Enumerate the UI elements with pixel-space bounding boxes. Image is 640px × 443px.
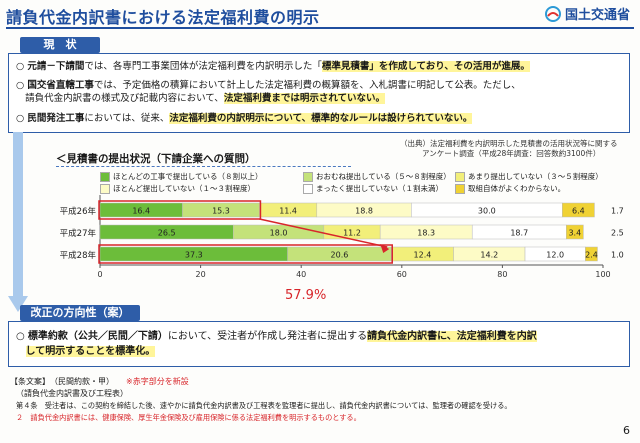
legend-swatch bbox=[303, 171, 313, 182]
data-label: 12.4 bbox=[414, 251, 432, 260]
legend-item-1: ほとんどの工事で提出している（８割以上） bbox=[100, 171, 263, 182]
legend-swatch bbox=[455, 183, 465, 194]
footer-line-1: 【条文案】 （民間約款・甲） ※赤字部分を新設 bbox=[10, 377, 189, 386]
legend-swatch bbox=[100, 183, 110, 194]
status-bullet-1: ○ 元請－下請間では、各専門工事業団体が法定福利費を内訳明示した「標準見積書」を… bbox=[16, 61, 530, 72]
legend-swatch bbox=[303, 183, 313, 194]
legend-item-6: 取組自体がよくわからない。 bbox=[455, 183, 565, 194]
data-label: 11.4 bbox=[279, 207, 297, 216]
data-label: 3.4 bbox=[568, 229, 581, 238]
x-tick-label: 100 bbox=[595, 270, 610, 279]
chart-heading: ＜見積書の提出状況（下請企業への質問） bbox=[56, 153, 256, 165]
data-label: 30.0 bbox=[478, 207, 496, 216]
direction-label: 改正の方向性（案） bbox=[20, 305, 140, 321]
data-label: 16.4 bbox=[132, 207, 150, 216]
arrowhead-icon bbox=[380, 244, 390, 253]
page-number: 6 bbox=[623, 424, 630, 437]
bar-segment bbox=[562, 202, 595, 218]
title-divider bbox=[6, 27, 634, 29]
legend-label: ほとんど提出していない（１～３割程度） bbox=[113, 184, 256, 193]
category-label: 平成28年 bbox=[60, 250, 97, 261]
highlight-box-2016 bbox=[98, 244, 393, 264]
data-label: 18.0 bbox=[270, 229, 288, 238]
legend-item-3: あまり提出していない（３～５割程度） bbox=[455, 171, 603, 182]
legend-label: あまり提出していない（３～５割程度） bbox=[468, 172, 603, 181]
data-label: 12.0 bbox=[546, 251, 564, 260]
highlight-box-2014 bbox=[98, 200, 262, 220]
data-label: 26.5 bbox=[158, 229, 176, 238]
status-bullet-2: ○ 国交省直轄工事では、予定価格の積算において計上した法定福利費の概算額を、入札… bbox=[16, 80, 521, 104]
category-label: 平成26年 bbox=[60, 206, 97, 217]
stacked-bar-chart: 0 20 40 60 80 100 平成26年 16.4 15.3 11.4 18.8 30.0 6.4… bbox=[60, 195, 624, 279]
bullet-subject: 国交省直轄工事 bbox=[27, 80, 94, 91]
trend-arrow-line bbox=[259, 218, 388, 248]
legend-item-2: おおむね提出している（５～８割程度） bbox=[303, 171, 451, 182]
source-note: （出典）法定福利費を内訳明示した見積書の活用状況等に関する アンケート調査（平成… bbox=[400, 139, 618, 158]
x-tick-label: 60 bbox=[397, 270, 407, 279]
data-label: 14.2 bbox=[480, 251, 498, 260]
x-tick-label: 0 bbox=[97, 270, 102, 279]
ministry-logo: 国土交通省 bbox=[544, 4, 630, 23]
legend-label: ほとんどの工事で提出している（８割以上） bbox=[113, 172, 263, 181]
footer-line-3: 第４条 受注者は、この契約を締結した後、速やかに請負代金内訳書及び工程表を監理者… bbox=[16, 401, 512, 410]
bar-segment bbox=[585, 246, 598, 262]
status-label: 現 状 bbox=[20, 37, 100, 53]
status-bullet-3: ○ 民間発注工事においては、従来、法定福利費の内訳明示について、標準的なルールは… bbox=[16, 113, 473, 124]
mlit-logo-icon bbox=[544, 5, 561, 22]
legend-swatch bbox=[455, 171, 465, 182]
bullet-subject: 元請－下請間 bbox=[27, 61, 85, 72]
data-label: 6.4 bbox=[572, 207, 585, 216]
legend-item-4: ほとんど提出していない（１～３割程度） bbox=[100, 183, 255, 194]
remainder-label: 2.5 bbox=[611, 229, 624, 238]
data-label: 11.2 bbox=[343, 229, 361, 238]
category-label: 平成27年 bbox=[60, 228, 97, 239]
bar-segment bbox=[566, 224, 584, 240]
data-label: 2.4 bbox=[585, 251, 598, 260]
legend-label: 取組自体がよくわからない。 bbox=[468, 184, 566, 193]
data-label: 18.7 bbox=[510, 229, 528, 238]
bullet-subject: 民間発注工事 bbox=[27, 113, 85, 124]
annotation-percent: 57.9% bbox=[285, 288, 327, 303]
legend-label: まったく提出していない（１割未満） bbox=[316, 184, 443, 193]
legend-label: おおむね提出している（５～８割程度） bbox=[316, 172, 451, 181]
logo-text: 国土交通省 bbox=[564, 8, 630, 23]
direction-bullet: ○ 標準約款（公共／民間／下請）において、受注者が作成し発注者に提出する請負代金… bbox=[16, 331, 537, 357]
data-label: 20.6 bbox=[331, 251, 349, 260]
footer-line-4: ２ 請負代金内訳書には、健康保険、厚生年金保険及び雇用保険に係る法定福利費を明示… bbox=[16, 413, 361, 422]
chart-heading-rule bbox=[56, 166, 351, 167]
data-label: 37.3 bbox=[185, 251, 203, 260]
footer-line-2: （請負代金内訳書及び工程表） bbox=[16, 389, 128, 398]
flow-arrow-icon bbox=[8, 132, 28, 312]
page-title: 請負代金内訳書における法定福利費の明示 bbox=[6, 8, 320, 27]
chevron-right-icon: ＜ bbox=[56, 153, 67, 165]
data-label: 15.3 bbox=[212, 207, 230, 216]
direction-box bbox=[8, 321, 630, 367]
remainder-label: 1.0 bbox=[611, 251, 624, 260]
data-label: 18.3 bbox=[417, 229, 435, 238]
x-tick-label: 40 bbox=[296, 270, 306, 279]
x-tick-label: 80 bbox=[497, 270, 507, 279]
legend-swatch bbox=[100, 171, 110, 182]
legend-item-5: まったく提出していない（１割未満） bbox=[303, 183, 443, 194]
remainder-label: 1.7 bbox=[611, 207, 624, 216]
x-tick-label: 20 bbox=[196, 270, 206, 279]
data-label: 18.8 bbox=[355, 207, 373, 216]
